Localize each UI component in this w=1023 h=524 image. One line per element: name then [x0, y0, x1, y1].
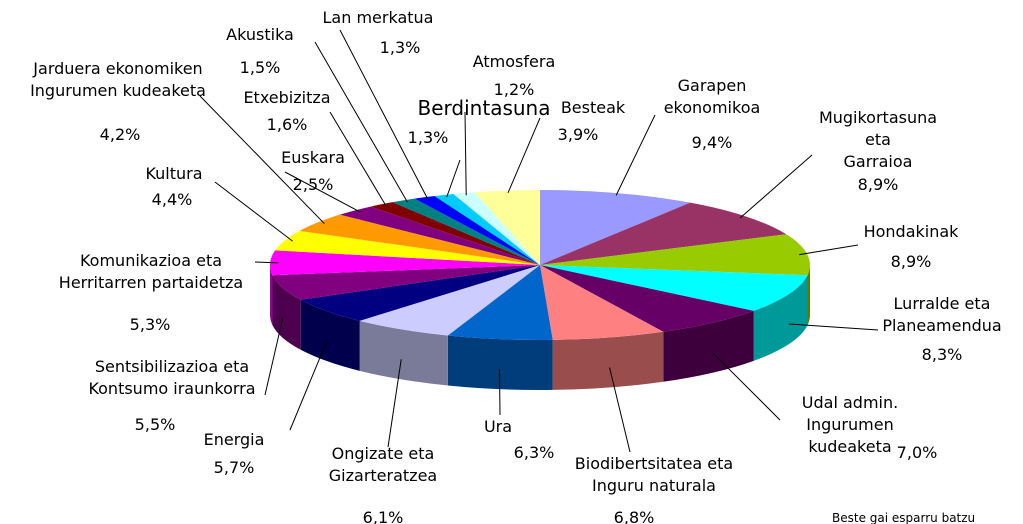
slice — [275, 230, 540, 265]
value-label: 5,5% — [134, 415, 176, 434]
slice — [414, 195, 540, 265]
slice — [540, 202, 787, 265]
value-label: 1,3% — [379, 38, 421, 57]
category-label: Besteak — [560, 98, 626, 117]
slice — [270, 250, 540, 276]
slice — [540, 265, 754, 332]
value-label: 8,9% — [857, 175, 899, 194]
category-label: Ongizate eta Gizarteratzea — [328, 444, 438, 485]
value-label: 6,8% — [613, 508, 655, 524]
leader-line — [739, 154, 813, 219]
category-label: Hondakinak — [863, 222, 959, 241]
value-label: 3,9% — [557, 125, 599, 144]
value-label: 8,3% — [921, 345, 963, 364]
slice-side — [753, 275, 808, 361]
value-label: 1,3% — [407, 128, 449, 147]
value-label: 4,2% — [99, 125, 141, 144]
category-label: Energia — [203, 430, 265, 449]
category-label: Sentsibilizazioa eta Kontsumo iraunkorra — [88, 357, 256, 398]
slice — [300, 265, 540, 321]
leader-line — [712, 352, 781, 421]
value-label: 8,9% — [890, 252, 932, 271]
slice — [370, 202, 540, 265]
category-label: Atmosfera — [472, 52, 556, 71]
slice-side — [270, 265, 273, 326]
leader-line — [214, 181, 293, 242]
leader-line — [446, 159, 461, 198]
slice-side — [807, 265, 810, 326]
slice — [453, 192, 540, 265]
category-label: Komunikazioa eta Herritarren partaidetza — [58, 251, 244, 292]
value-label: 4,4% — [151, 190, 193, 209]
value-label: 6,1% — [362, 508, 404, 524]
slice — [299, 214, 540, 265]
value-label: 5,3% — [129, 315, 171, 334]
category-label: Ura — [483, 417, 513, 436]
slice-side — [359, 320, 448, 386]
leader-line — [615, 114, 656, 196]
slice-side — [300, 299, 360, 371]
slice — [540, 265, 808, 311]
leader-line — [507, 117, 541, 193]
category-label: Etxebizitza — [243, 88, 331, 107]
category-label: Biodibertsitatea eta Inguru naturala — [574, 454, 734, 495]
leader-line — [264, 317, 284, 396]
slice-side — [552, 331, 664, 390]
category-label: Berdintasuna — [417, 96, 551, 120]
leader-line — [314, 41, 408, 203]
slice — [272, 265, 540, 300]
slice — [359, 265, 540, 336]
leader-line — [464, 111, 467, 196]
value-label: 2,5% — [292, 175, 334, 194]
category-label: Lan merkatua — [322, 8, 434, 27]
value-label: 1,5% — [239, 58, 281, 77]
note: Beste gai esparru batzu — [832, 511, 976, 524]
slice-side — [663, 310, 754, 382]
category-label: Mugikortasuna eta Garraioa — [818, 108, 938, 171]
category-label: Lurralde eta Planeamendua — [882, 294, 1002, 335]
slice — [540, 190, 691, 265]
value-label: 5,7% — [213, 458, 255, 477]
slice — [540, 234, 810, 276]
leader-line — [387, 359, 402, 448]
leader-line — [339, 29, 429, 200]
leader-line — [254, 261, 279, 264]
value-label: 9,4% — [691, 133, 733, 152]
slice — [392, 198, 540, 265]
category-label: Udal admin. Ingurumen kudeaketa — [801, 393, 899, 456]
value-label: 1,2% — [493, 80, 535, 99]
leader-line — [788, 323, 879, 331]
slice — [339, 206, 540, 265]
value-label: 6,3% — [513, 443, 555, 462]
category-label: Euskara — [281, 148, 345, 167]
category-label: Akustika — [226, 25, 294, 44]
value-label: 7,0% — [896, 443, 938, 462]
slice — [540, 265, 664, 340]
leader-line — [498, 369, 501, 416]
slice-side — [447, 335, 553, 391]
category-label: Jarduera ekonomiken Ingurumen kudeaketa — [30, 59, 206, 100]
leader-line — [284, 171, 361, 213]
slice — [447, 265, 553, 340]
category-label: Kultura — [145, 164, 203, 183]
leader-line — [289, 340, 328, 431]
category-label: Garapen ekonomikoa — [663, 76, 761, 117]
leader-line — [799, 244, 859, 256]
leader-line — [329, 111, 387, 207]
value-label: 1,6% — [266, 115, 308, 134]
slice — [434, 193, 540, 265]
leader-line — [199, 95, 325, 225]
leader-line — [609, 367, 631, 453]
slice — [474, 190, 540, 265]
